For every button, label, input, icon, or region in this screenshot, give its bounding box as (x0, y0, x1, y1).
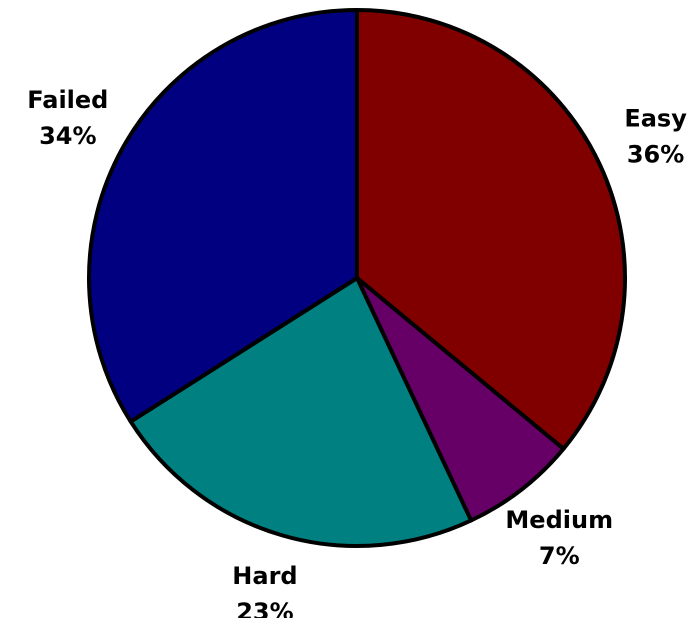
slice-label: Hard (232, 562, 297, 590)
slice-value-label: 7% (539, 542, 580, 570)
slice-label: Easy (624, 104, 687, 132)
pie-slice (87, 8, 359, 424)
pie-slice (355, 8, 627, 451)
slice-value-label: 36% (627, 140, 684, 168)
slice-label: Medium (505, 506, 613, 534)
slice-value-label: 34% (39, 122, 96, 150)
pie-slice (355, 276, 566, 523)
slice-label: Failed (27, 86, 108, 114)
pie-slice (128, 276, 474, 548)
slice-value-label: 23% (236, 598, 293, 618)
